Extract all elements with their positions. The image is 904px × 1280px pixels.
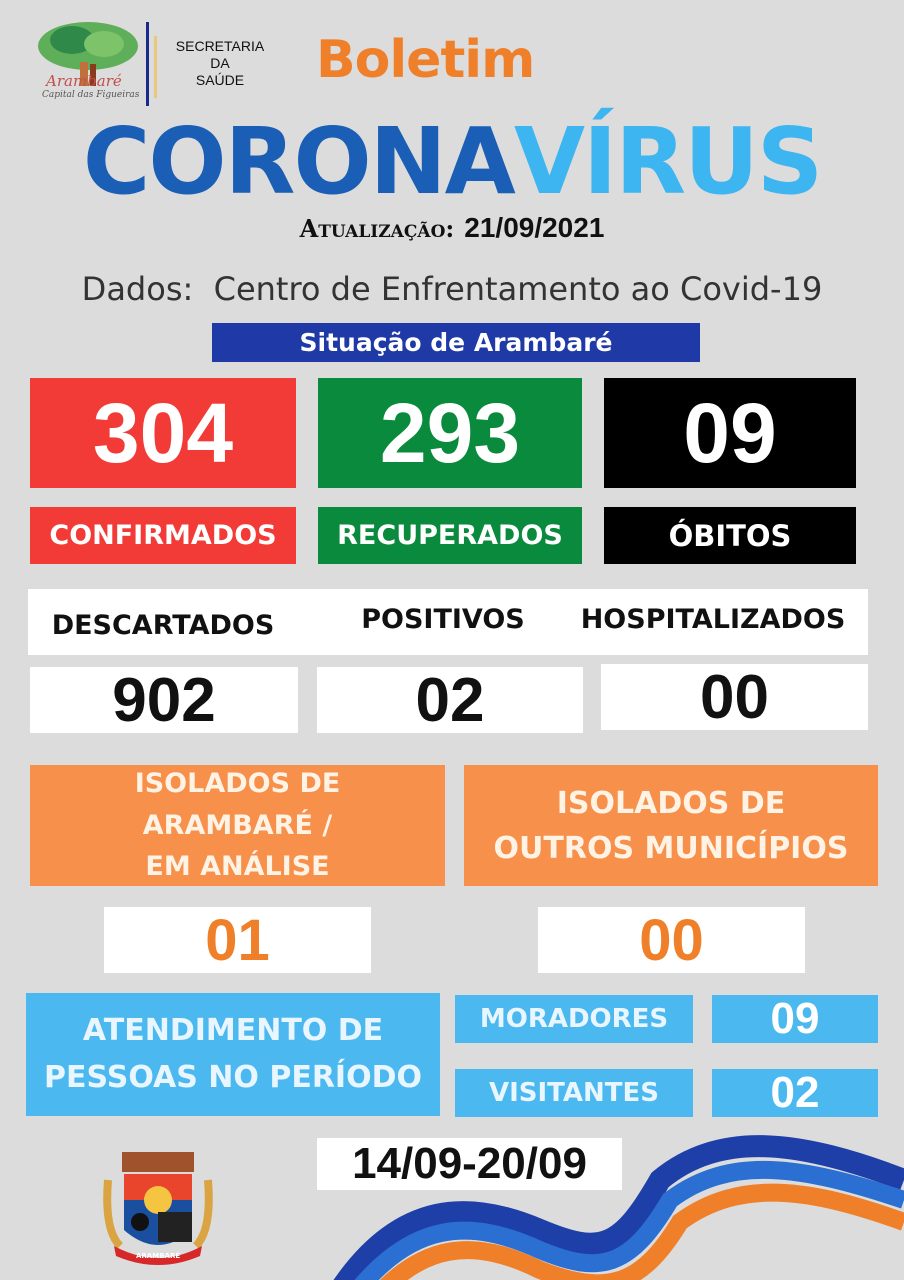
confirmed-value: 304 xyxy=(30,378,296,488)
data-source: Dados: Centro de Enfrentamento ao Covid-… xyxy=(81,270,823,308)
title-virus: VÍRUS xyxy=(513,108,823,215)
attendance-label: ATENDIMENTO DE PESSOAS NO PERÍODO xyxy=(26,993,440,1116)
visitors-value: 02 xyxy=(712,1068,878,1117)
crest-text: ARAMBARÉ xyxy=(136,1252,181,1260)
hospitalized-label: HOSPITALIZADOS xyxy=(580,603,846,635)
secretaria-line: DA xyxy=(210,54,230,71)
positive-value: 02 xyxy=(317,666,583,735)
period-date: 14/09-20/09 xyxy=(317,1138,622,1190)
isolated-others-label: ISOLADOS DE OUTROS MUNICÍPIOS xyxy=(464,765,878,886)
update-label: Atualização: xyxy=(299,213,455,243)
divider-accent xyxy=(154,36,157,98)
recovered-value: 293 xyxy=(318,378,582,488)
residents-label: MORADORES xyxy=(455,995,693,1043)
boletim-title: Boletim xyxy=(316,30,535,90)
recovered-label: RECUPERADOS xyxy=(318,507,582,564)
secretaria-line: SAÚDE xyxy=(195,71,245,88)
label-line: PESSOAS NO PERÍODO xyxy=(43,1059,423,1095)
positive-label: POSITIVOS xyxy=(361,603,525,635)
discarded-value: 902 xyxy=(30,666,298,735)
arambare-logo: Arambaré Capital das Figueiras xyxy=(32,16,144,108)
discarded-label: DESCARTADOS xyxy=(51,609,275,641)
label-line: EM ANÁLISE xyxy=(145,851,330,883)
coronavirus-title: CORONA VÍRUS xyxy=(60,108,844,215)
title-corona: CORONA xyxy=(82,108,516,215)
confirmed-label: CONFIRMADOS xyxy=(30,507,296,564)
update-line: Atualização: 21/09/2021 xyxy=(0,212,904,244)
logo-subtext: Capital das Figueiras xyxy=(42,90,140,100)
label-line: ARAMBARÉ / xyxy=(142,809,333,841)
divider xyxy=(146,22,149,106)
deaths-value: 09 xyxy=(604,378,856,488)
situation-banner: Situação de Arambaré xyxy=(212,323,700,362)
hospitalized-value: 00 xyxy=(601,663,868,732)
secretaria-label: SECRETARIA DA SAÚDE xyxy=(160,38,280,88)
isolated-local-value: 01 xyxy=(104,907,371,973)
residents-value: 09 xyxy=(712,994,878,1043)
label-line: ATENDIMENTO DE xyxy=(82,1013,384,1048)
label-line: OUTROS MUNICÍPIOS xyxy=(493,830,849,866)
logo-text: Arambaré xyxy=(46,72,122,90)
tree-icon xyxy=(38,22,138,86)
visitors-label: VISITANTES xyxy=(455,1069,693,1117)
deaths-label: ÓBITOS xyxy=(604,507,856,564)
secretaria-line: SECRETARIA xyxy=(175,38,265,54)
isolated-local-label: ISOLADOS DE ARAMBARÉ / EM ANÁLISE xyxy=(30,765,445,886)
municipal-crest: ARAMBARÉ xyxy=(100,1150,216,1268)
label-line: ISOLADOS DE xyxy=(556,785,786,821)
coat-of-arms-icon xyxy=(103,1152,213,1265)
isolated-others-value: 00 xyxy=(538,907,805,973)
secondary-header xyxy=(28,589,868,655)
label-line: ISOLADOS DE xyxy=(134,767,341,799)
update-date: 21/09/2021 xyxy=(464,212,605,243)
